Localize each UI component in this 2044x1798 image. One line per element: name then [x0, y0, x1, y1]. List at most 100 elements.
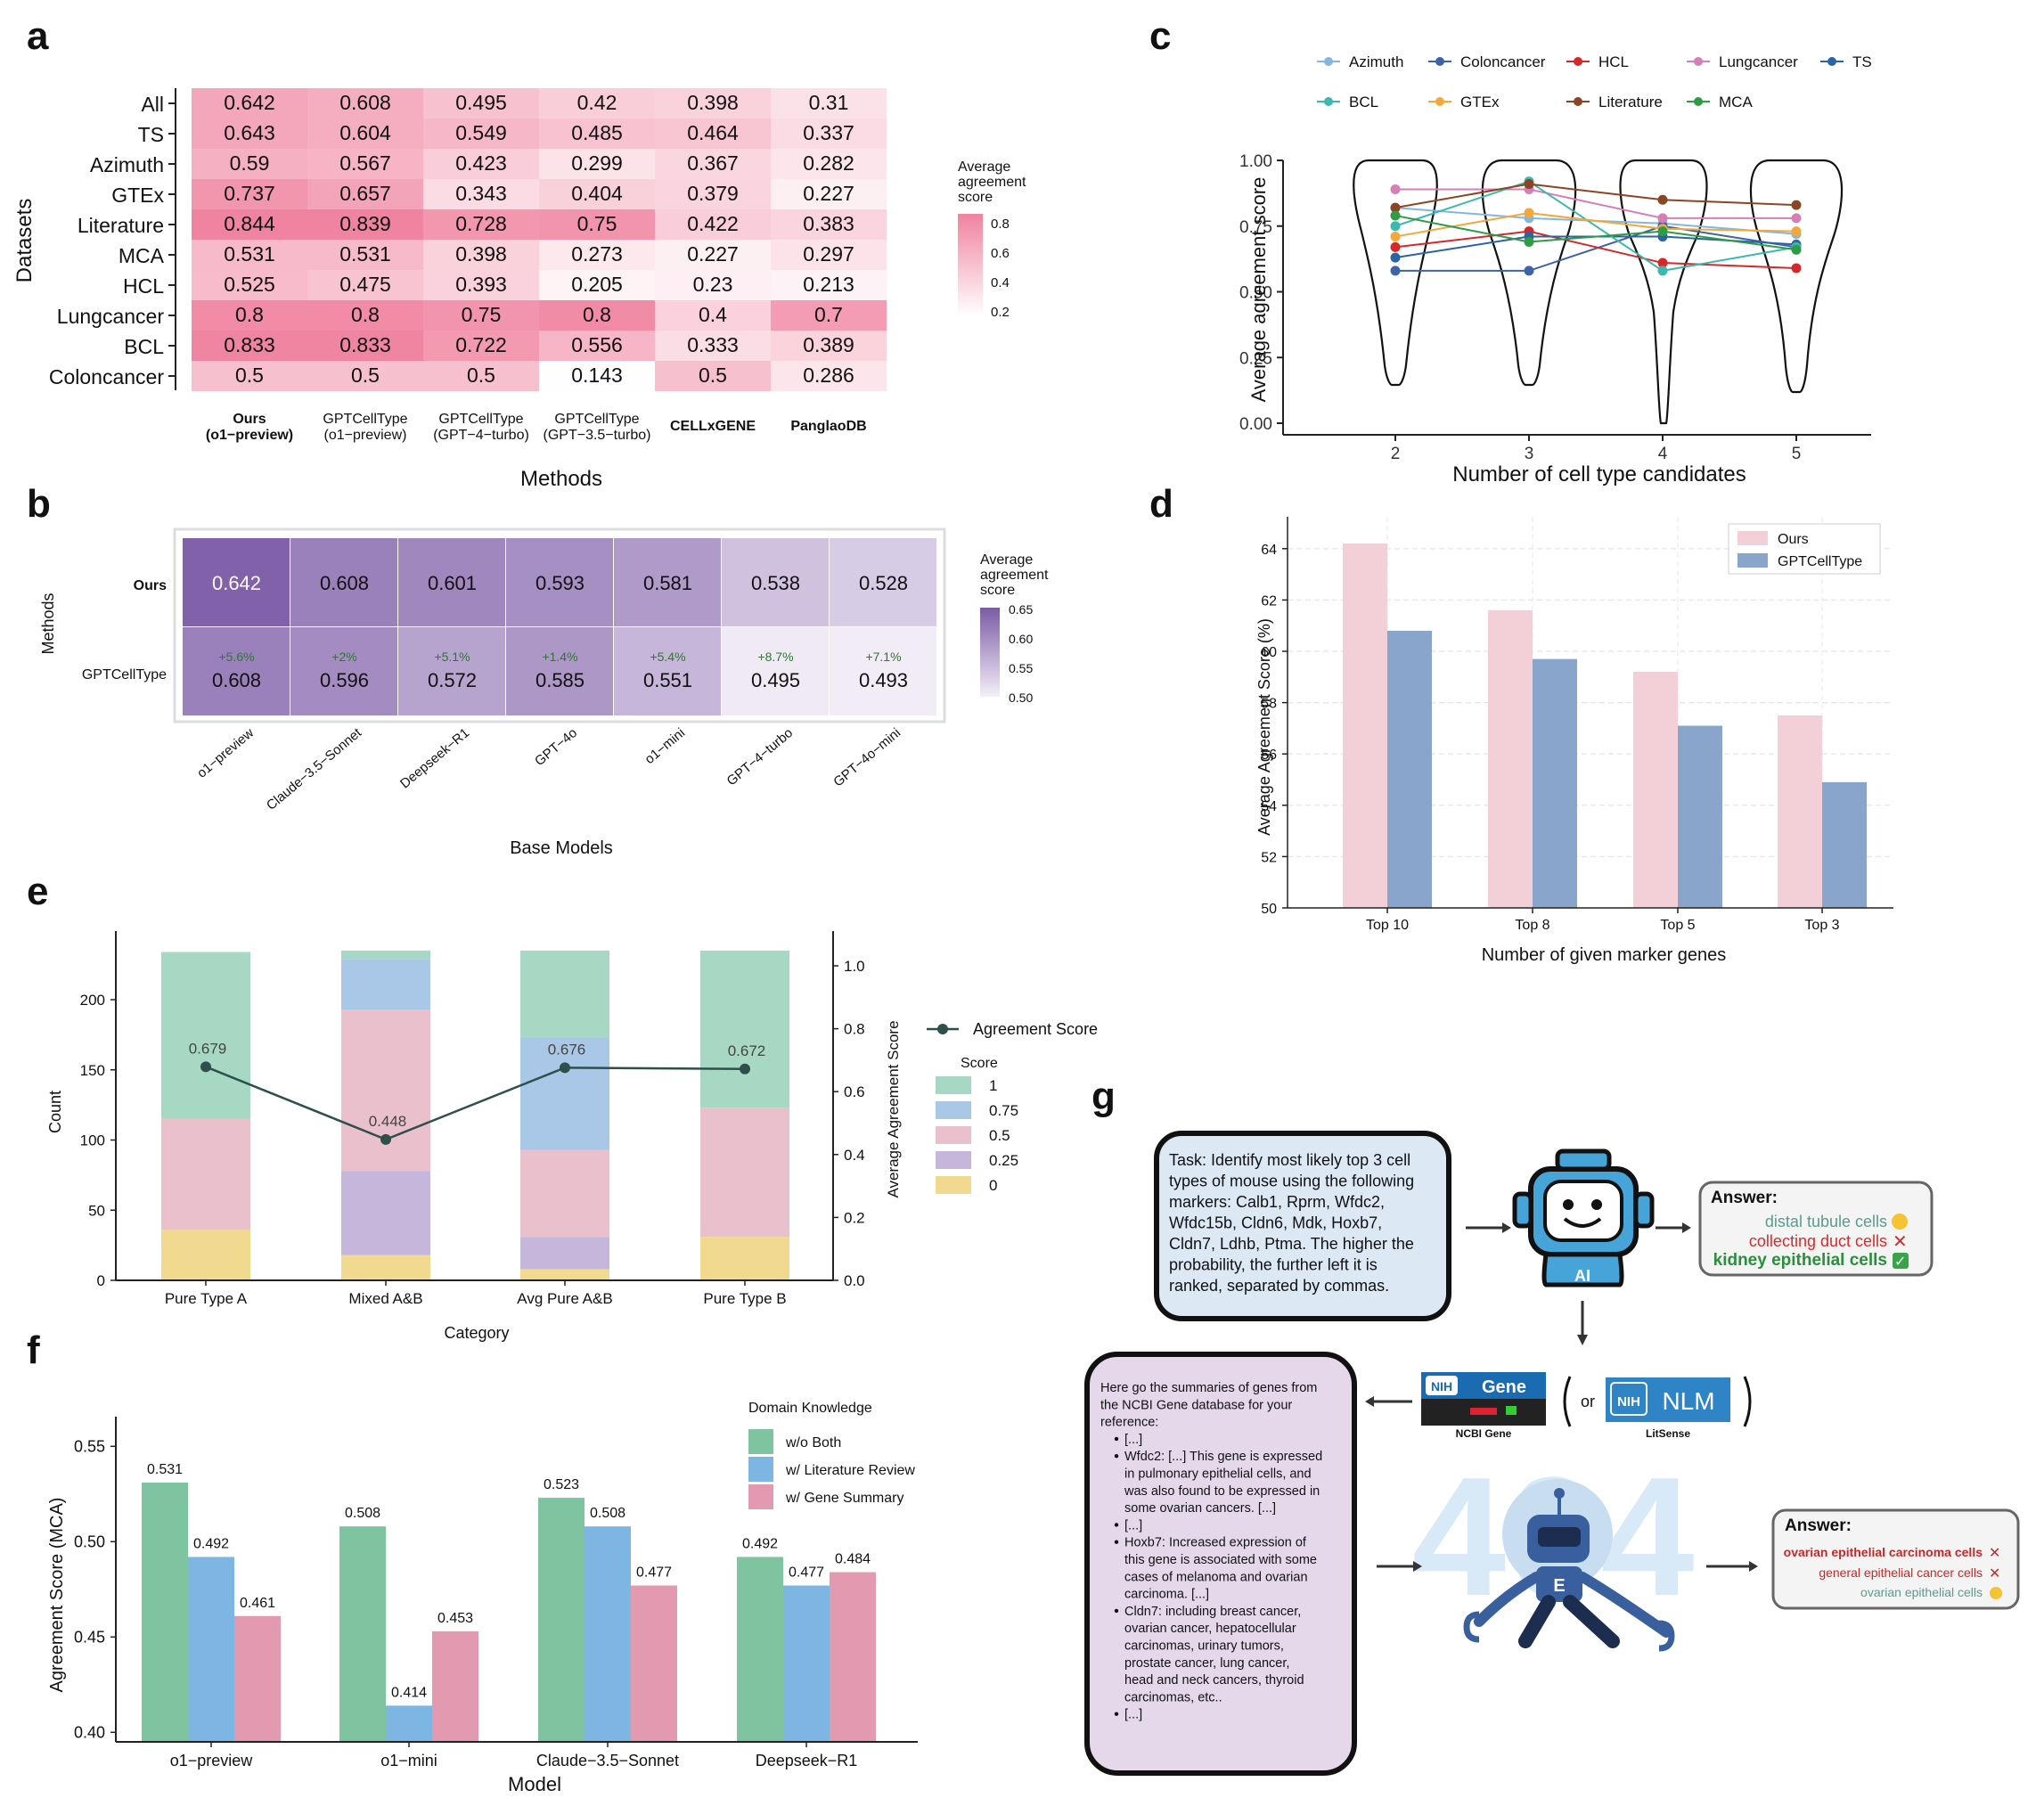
a-cell-value: 0.464 [687, 121, 739, 144]
a-cell-value: 0.5 [699, 364, 727, 387]
a-heat-cell [192, 331, 307, 361]
f-bar-label: 0.531 [147, 1462, 183, 1477]
summary-bullet [1114, 1608, 1119, 1614]
e-ytick-label: 0 [97, 1272, 105, 1289]
d-ytick-label: 56 [1261, 748, 1277, 763]
a-heat-cell [771, 119, 887, 149]
a-heat-cell [423, 331, 539, 361]
a-heat-cell [539, 300, 655, 331]
f-bar-label: 0.477 [789, 1565, 824, 1581]
e-y2tick-label: 0.2 [844, 1209, 865, 1226]
b-row-label: Ours [134, 578, 167, 593]
e-xtick-label: Pure Type A [165, 1290, 248, 1307]
d-bar [1633, 672, 1678, 908]
e-agreement-point [380, 1133, 391, 1145]
a-heat-cell [192, 149, 307, 179]
a-cell-value: 0.495 [455, 91, 507, 114]
c-legend-marker [1324, 57, 1333, 66]
a-heat-cell [539, 88, 655, 119]
answer2-item-3: ovarian epithelial cells [1860, 1585, 1983, 1599]
d-bar [1343, 543, 1387, 908]
e-xtick-label: Mixed A&B [348, 1290, 422, 1307]
summary-text-line: prostate cancer, lung cancer, [1124, 1656, 1289, 1671]
f-ylabel: Agreement Score (MCA) [47, 1498, 67, 1693]
f-ytick-label: 0.55 [74, 1437, 105, 1455]
b-improvement-label: +8.7% [757, 650, 793, 664]
a-heat-cell [307, 331, 423, 361]
b-col-label: GPT−4−turbo [724, 725, 797, 789]
b-row-label: GPTCellType [82, 667, 167, 682]
a-col-label: Ours [233, 412, 266, 427]
f-bar [830, 1572, 876, 1742]
c-legend-label: BCL [1349, 94, 1378, 110]
a-heat-cell [423, 300, 539, 331]
a-cell-value: 0.531 [339, 242, 391, 266]
a-cell-value: 0.643 [224, 121, 275, 144]
c-series-line [1394, 211, 1797, 238]
nlm-nih: NIH [1617, 1394, 1640, 1410]
robot2-label: E [1553, 1576, 1565, 1596]
a-heat-cell [423, 179, 539, 209]
a-cell-value: 0.7 [814, 303, 843, 326]
a-cell-value: 0.393 [455, 273, 507, 296]
d-xtick-label: Top 3 [1804, 918, 1839, 933]
a-heat-cell [307, 300, 423, 331]
e-agreement-label: 0.679 [189, 1040, 227, 1057]
panel-label-e: e [27, 870, 48, 913]
c-legend-marker [1827, 57, 1836, 66]
e-stack-segment [520, 1237, 609, 1270]
ncbi-gene-logo: NIH Gene [1421, 1372, 1546, 1426]
c-series-point [1657, 266, 1668, 276]
b-cell-value: 0.528 [859, 572, 908, 594]
c-series-line [1394, 183, 1797, 209]
a-cell-value: 0.567 [339, 151, 391, 175]
summary-text-line: carcinoma. [...] [1124, 1588, 1209, 1602]
check-mark-icon [1893, 1253, 1909, 1269]
robot-ai-label: AI [1574, 1267, 1590, 1285]
e-legend-score-label: 0 [989, 1177, 997, 1194]
e-legend-score-label: 0.25 [989, 1152, 1018, 1169]
summary-bullet [1114, 1712, 1119, 1716]
e-stack-segment [520, 1149, 609, 1238]
a-cell-value: 0.844 [224, 212, 275, 235]
answer1-item-1: distal tubule cells [1765, 1213, 1887, 1230]
b-heat-cell [398, 538, 505, 626]
a-heat-cell [539, 361, 655, 391]
c-legend-marker [1694, 57, 1703, 66]
arrowhead-4 [1365, 1396, 1374, 1407]
a-cell-value: 0.31 [809, 91, 849, 114]
c-series-point [1390, 210, 1401, 221]
b-improvement-label: +7.1% [865, 650, 901, 664]
e-ylabel: Count [46, 1091, 64, 1133]
a-heat-cell [539, 270, 655, 300]
c-legend-marker [1694, 97, 1703, 106]
c-ytick-label: 0.50 [1239, 284, 1272, 303]
nih-gene-nih: NIH [1431, 1379, 1452, 1393]
d-legend-label: Ours [1778, 532, 1809, 547]
e-legend-swatch [936, 1126, 971, 1144]
c-series-point [1390, 241, 1401, 252]
a-heat-cell [423, 149, 539, 179]
a-heat-cell [307, 240, 423, 270]
panel-label-a: a [27, 14, 49, 58]
a-cell-value: 0.282 [803, 151, 854, 175]
b-cell-value: 0.642 [212, 572, 261, 594]
d-bar [1387, 630, 1432, 908]
a-heat-cell [655, 149, 771, 179]
e-legend-swatch [936, 1076, 971, 1094]
f-ytick-label: 0.40 [74, 1723, 105, 1741]
a-cell-value: 0.213 [803, 273, 854, 296]
a-cell-value: 0.59 [230, 151, 270, 175]
summary-text-line: [...] [1124, 1518, 1142, 1532]
f-bar-label: 0.414 [391, 1685, 427, 1700]
c-legend-label: Literature [1598, 94, 1663, 110]
e-legend-score-title: Score [961, 1056, 998, 1071]
ai-robot-icon: AI [1512, 1148, 1655, 1287]
a-legend-tick: 0.8 [991, 217, 1010, 232]
summary-text-line: the NCBI Gene database for your [1100, 1398, 1292, 1412]
f-bar [386, 1705, 432, 1742]
a-colorbar [958, 214, 983, 316]
a-cell-value: 0.737 [224, 182, 275, 205]
e-xlabel: Category [444, 1324, 509, 1342]
c-ytick-label: 0.00 [1239, 415, 1272, 434]
